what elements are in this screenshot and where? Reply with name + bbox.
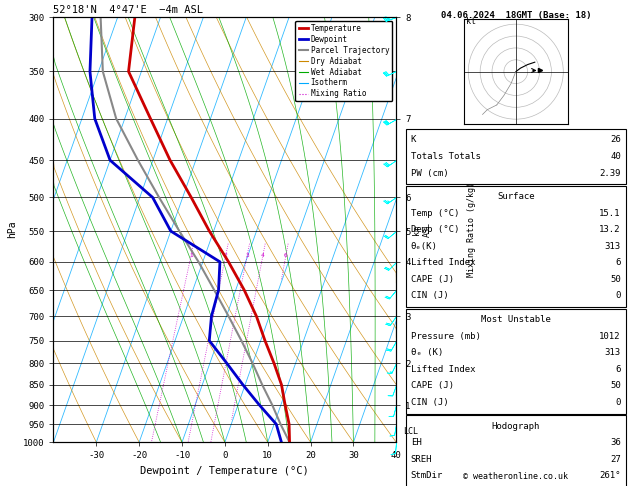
Y-axis label: km
ASL: km ASL (412, 222, 431, 237)
Text: K: K (411, 136, 416, 144)
Text: EH: EH (411, 438, 421, 447)
Text: StmDir: StmDir (411, 471, 443, 480)
Text: 13.2: 13.2 (599, 226, 621, 234)
Text: 0: 0 (615, 292, 621, 300)
Text: Dewp (°C): Dewp (°C) (411, 226, 459, 234)
Text: PW (cm): PW (cm) (411, 169, 448, 177)
Text: 313: 313 (604, 348, 621, 357)
Legend: Temperature, Dewpoint, Parcel Trajectory, Dry Adiabat, Wet Adiabat, Isotherm, Mi: Temperature, Dewpoint, Parcel Trajectory… (296, 21, 392, 102)
Text: 6: 6 (615, 259, 621, 267)
Text: 1: 1 (189, 253, 193, 259)
Text: 40: 40 (610, 152, 621, 161)
Text: 26: 26 (610, 136, 621, 144)
Text: 50: 50 (610, 275, 621, 284)
Text: kt: kt (466, 17, 476, 26)
Text: Surface: Surface (497, 192, 535, 201)
Text: Temp (°C): Temp (°C) (411, 209, 459, 218)
Text: LCL: LCL (403, 427, 418, 436)
X-axis label: Dewpoint / Temperature (°C): Dewpoint / Temperature (°C) (140, 466, 309, 476)
Text: 50: 50 (610, 382, 621, 390)
Text: 313: 313 (604, 242, 621, 251)
Text: 6: 6 (615, 365, 621, 374)
Text: Lifted Index: Lifted Index (411, 365, 476, 374)
Text: 1012: 1012 (599, 332, 621, 341)
Text: 261°: 261° (599, 471, 621, 480)
Text: 15.1: 15.1 (599, 209, 621, 218)
Y-axis label: hPa: hPa (8, 221, 18, 239)
Text: 6: 6 (284, 253, 287, 259)
Text: Hodograph: Hodograph (492, 422, 540, 431)
Text: SREH: SREH (411, 455, 432, 464)
Text: 36: 36 (610, 438, 621, 447)
Text: θₑ(K): θₑ(K) (411, 242, 438, 251)
Text: Totals Totals: Totals Totals (411, 152, 481, 161)
Text: CAPE (J): CAPE (J) (411, 382, 454, 390)
Text: Most Unstable: Most Unstable (481, 315, 551, 324)
Text: Mixing Ratio (g/kg): Mixing Ratio (g/kg) (467, 182, 476, 277)
Text: 4: 4 (261, 253, 265, 259)
Text: 27: 27 (610, 455, 621, 464)
Text: Pressure (mb): Pressure (mb) (411, 332, 481, 341)
Text: CAPE (J): CAPE (J) (411, 275, 454, 284)
Text: 2: 2 (224, 253, 228, 259)
Text: © weatheronline.co.uk: © weatheronline.co.uk (464, 472, 568, 481)
Text: 3: 3 (245, 253, 249, 259)
Text: CIN (J): CIN (J) (411, 292, 448, 300)
Text: CIN (J): CIN (J) (411, 398, 448, 407)
Text: θₑ (K): θₑ (K) (411, 348, 443, 357)
Text: 2.39: 2.39 (599, 169, 621, 177)
Text: 0: 0 (615, 398, 621, 407)
Text: 04.06.2024  18GMT (Base: 18): 04.06.2024 18GMT (Base: 18) (440, 11, 591, 20)
Text: Lifted Index: Lifted Index (411, 259, 476, 267)
Text: 52°18'N  4°47'E  −4m ASL: 52°18'N 4°47'E −4m ASL (53, 5, 203, 15)
